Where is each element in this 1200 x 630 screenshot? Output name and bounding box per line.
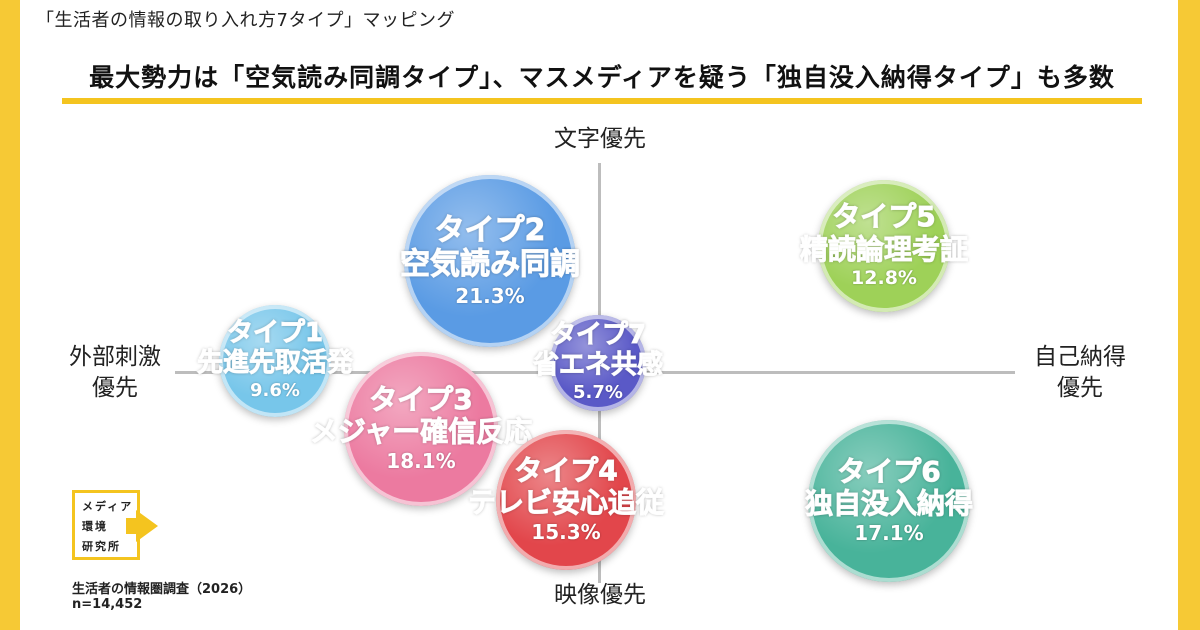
bubble-percent: 12.8% <box>851 266 917 289</box>
source-survey: 生活者の情報圏調査（2026） <box>72 582 252 597</box>
axis-label-left-line2: 優先 <box>92 375 138 401</box>
bubble-name: 精読論理考証 <box>799 232 969 266</box>
bubble-type-label: タイプ1 <box>226 318 324 349</box>
axis-label-bottom: 映像優先 <box>554 582 646 608</box>
bubble-name: 省エネ共感 <box>532 350 664 381</box>
axis-label-right: 自己納得 優先 <box>1015 342 1145 404</box>
bubble-name: メジャー確信反応 <box>309 415 533 448</box>
bubble-type7: タイプ7 省エネ共感 5.7% <box>532 315 664 411</box>
bubble-type6: タイプ6 独自没入納得 17.1% <box>804 420 974 582</box>
bubble-name: 空気読み同調 <box>400 247 581 282</box>
bubble-type2: タイプ2 空気読み同調 21.3% <box>400 175 581 347</box>
bubble-percent: 18.1% <box>386 449 456 474</box>
bubble-type-label: タイプ4 <box>514 453 618 487</box>
bubble-percent: 5.7% <box>573 382 623 404</box>
axis-label-right-line1: 自己納得 <box>1034 344 1126 370</box>
bubble-name: 独自没入納得 <box>804 487 974 520</box>
logo-line-2: 環境 <box>82 520 108 533</box>
bubble-type3: タイプ3 メジャー確信反応 18.1% <box>309 352 533 506</box>
bubble-type5: タイプ5 精読論理考証 12.8% <box>799 180 969 312</box>
bubble-percent: 21.3% <box>455 283 525 308</box>
bubble-percent: 9.6% <box>250 380 300 402</box>
bubble-type-label: タイプ7 <box>549 320 647 351</box>
axis-label-left: 外部刺激 優先 <box>50 342 180 404</box>
axis-label-left-line1: 外部刺激 <box>69 344 161 370</box>
logo-line-3: 研究所 <box>82 540 121 553</box>
source-sample: n=14,452 <box>72 597 143 612</box>
bubble-type-label: タイプ3 <box>369 382 473 416</box>
bubble-name: テレビ安心追従 <box>467 486 665 519</box>
bubble-type4: タイプ4 テレビ安心追従 15.3% <box>467 430 665 570</box>
headline-underline <box>62 98 1142 104</box>
axis-label-right-line2: 優先 <box>1057 375 1103 401</box>
bubble-type-label: タイプ2 <box>434 212 546 248</box>
logo-arrow-icon <box>136 510 158 542</box>
bubble-name: 先進先取活発 <box>196 348 354 379</box>
bubble-type1: タイプ1 先進先取活発 9.6% <box>196 305 354 417</box>
bubble-percent: 17.1% <box>854 521 924 546</box>
top-label: 「生活者の情報の取り入れ方7タイプ」マッピング <box>36 10 455 31</box>
bubble-type-label: タイプ6 <box>837 454 941 488</box>
headline: 最大勢力は「空気読み同調タイプ」、マスメディアを疑う「独自没入納得タイプ」も多数 <box>89 63 1115 92</box>
bubble-type-label: タイプ5 <box>832 200 936 234</box>
bubble-percent: 15.3% <box>531 520 601 545</box>
axis-label-top: 文字優先 <box>554 126 646 152</box>
media-lab-logo: メディア 環境 研究所 <box>72 490 162 562</box>
logo-line-1: メディア <box>82 500 134 513</box>
